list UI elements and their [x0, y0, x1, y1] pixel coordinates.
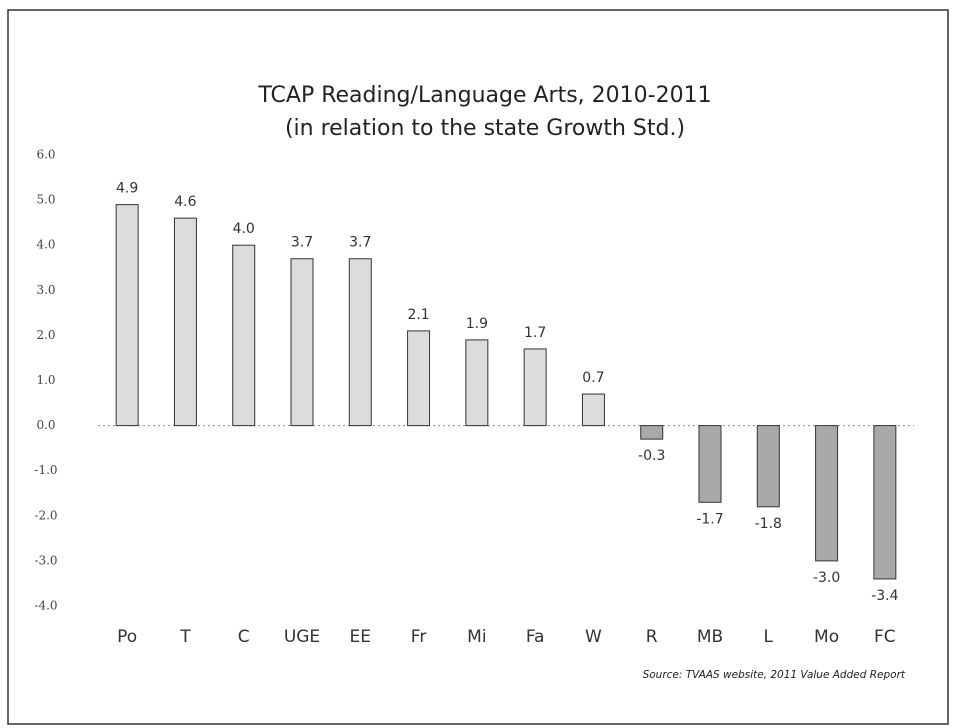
bar: [698, 425, 722, 503]
value-label: 3.7: [349, 235, 371, 251]
x-tick-label: FC: [874, 627, 896, 647]
y-tick-label: -2.0: [34, 508, 57, 522]
x-tick-label: Mo: [814, 627, 839, 647]
value-label: 4.6: [174, 194, 196, 210]
bar: [756, 425, 780, 508]
y-tick-label: 6.0: [36, 148, 55, 162]
x-tick-label: UGE: [284, 627, 320, 647]
y-tick-label: 0.0: [36, 418, 55, 432]
y-tick-label: 1.0: [36, 373, 55, 387]
value-label: 0.7: [582, 370, 604, 386]
value-label: 1.7: [524, 325, 546, 341]
y-tick-label: -3.0: [34, 553, 57, 567]
value-label: 1.9: [466, 316, 488, 332]
bar: [815, 425, 839, 562]
x-tick-label: Fr: [411, 627, 427, 647]
x-tick-label: Mi: [467, 627, 486, 647]
x-tick-label: Po: [117, 627, 137, 647]
value-label: 4.0: [233, 221, 255, 237]
chart-title: TCAP Reading/Language Arts, 2010-2011: [257, 83, 711, 108]
x-tick-label: Fa: [526, 627, 545, 647]
value-label: -1.8: [755, 516, 782, 532]
bar: [523, 348, 547, 427]
y-tick-label: 2.0: [36, 328, 55, 342]
source-note: Source: TVAAS website, 2011 Value Added …: [643, 669, 906, 681]
x-tick-label: L: [764, 627, 774, 647]
value-label: -3.0: [813, 570, 840, 586]
bar: [581, 393, 605, 427]
y-tick-label: -1.0: [34, 463, 57, 477]
y-tick-label: 4.0: [36, 238, 55, 252]
bar: [232, 244, 256, 427]
value-label: -1.7: [696, 511, 723, 527]
value-label: 3.7: [291, 235, 313, 251]
x-tick-label: W: [585, 627, 602, 647]
value-label: -3.4: [871, 588, 898, 604]
bar: [640, 425, 664, 440]
value-label: 2.1: [407, 307, 429, 323]
bar: [465, 339, 489, 427]
x-tick-label: R: [646, 627, 658, 647]
value-label: 4.9: [116, 181, 138, 197]
x-tick-label: T: [179, 627, 191, 647]
x-tick-label: EE: [350, 627, 371, 647]
bar: [173, 217, 197, 427]
bar: [873, 425, 897, 580]
y-tick-label: 3.0: [36, 283, 55, 297]
bar: [115, 204, 139, 427]
bar: [407, 330, 431, 427]
bar: [290, 258, 314, 427]
x-tick-label: MB: [697, 627, 723, 647]
value-label: -0.3: [638, 448, 665, 464]
y-tick-label: 5.0: [36, 193, 55, 207]
x-tick-label: C: [238, 627, 250, 647]
y-tick-label: -4.0: [34, 599, 57, 613]
bar: [348, 258, 372, 427]
chart-subtitle: (in relation to the state Growth Std.): [285, 116, 685, 141]
